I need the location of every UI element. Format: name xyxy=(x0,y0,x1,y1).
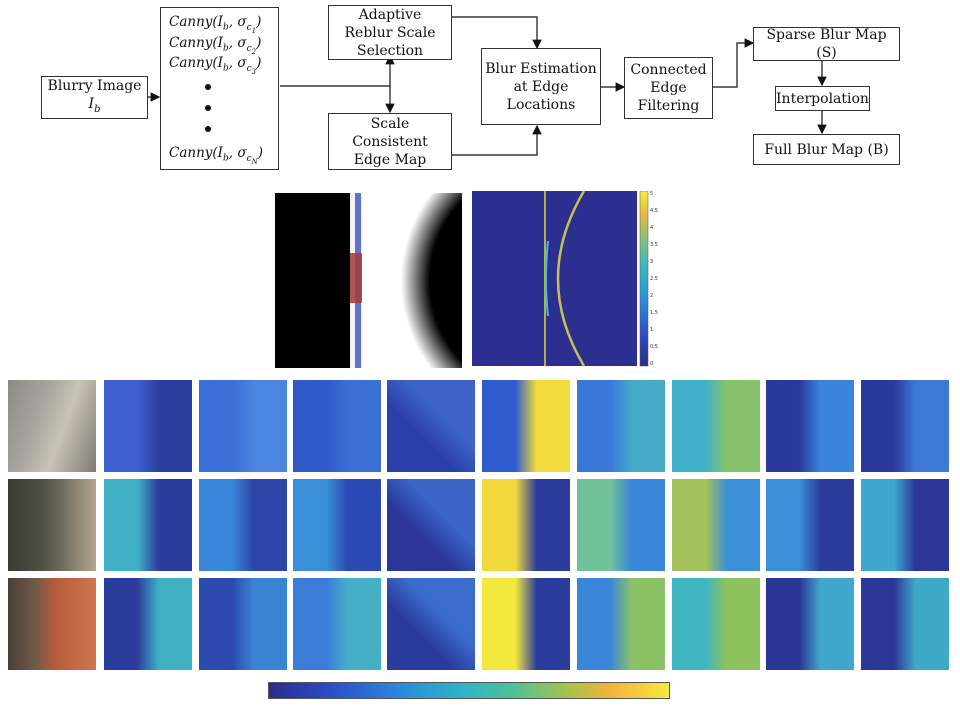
ivy-on-stone-photo xyxy=(8,380,96,472)
mini-colorbar-tick: 1.5 xyxy=(650,310,658,316)
mini-colorbar-tick: 1 xyxy=(650,327,653,333)
blur-estimation-box: Blur Estimation at Edge Locations xyxy=(481,48,601,125)
blurry-image-symbol: Ib xyxy=(88,95,101,115)
blur-map-tile xyxy=(766,380,854,472)
mini-colorbar xyxy=(639,191,649,367)
blur-map-tile xyxy=(104,578,192,670)
blur-map-tile xyxy=(482,380,570,472)
interpolation-box: Interpolation xyxy=(775,86,870,111)
mini-colorbar-tick: 3.5 xyxy=(650,242,658,248)
blur-map-tile xyxy=(577,380,665,472)
blur-map-tile xyxy=(672,479,760,571)
blur-map-tile xyxy=(577,479,665,571)
sparse-blur-map-box: Sparse Blur Map (S) xyxy=(753,27,900,61)
canny-line-3: Canny(Ib, σc3) xyxy=(169,55,262,76)
blur-map-tile xyxy=(104,380,192,472)
ellipsis-dot xyxy=(205,126,211,132)
blur-map-tile xyxy=(293,380,381,472)
adaptive-reblur-box: Adaptive Reblur Scale Selection xyxy=(328,5,452,60)
connected-edge-box: Connected Edge Filtering xyxy=(624,57,713,119)
mini-colorbar-tick: 0.5 xyxy=(650,344,658,350)
blur-map-tile xyxy=(199,578,287,670)
canny-line-1: Canny(Ib, σc1) xyxy=(169,14,262,35)
blurry-image-box: Blurry Image Ib xyxy=(41,76,148,119)
blur-map-tile xyxy=(766,479,854,571)
blur-map-tile xyxy=(482,479,570,571)
sparse-blur-map-label: Sparse Blur Map (S) xyxy=(766,27,887,61)
mini-colorbar-tick: 0 xyxy=(650,361,653,367)
blur-map-tile xyxy=(387,578,475,670)
full-blur-map-box: Full Blur Map (B) xyxy=(753,134,900,165)
blur-map-tile xyxy=(672,578,760,670)
canny-line-2: Canny(Ib, σc2) xyxy=(169,35,262,56)
connected-edge-label: Connected Edge Filtering xyxy=(630,62,707,114)
brick-wall-photo xyxy=(8,578,96,670)
blur-map-tile xyxy=(577,578,665,670)
adaptive-reblur-label: Adaptive Reblur Scale Selection xyxy=(344,6,436,59)
mini-colorbar-tick: 3 xyxy=(650,259,653,265)
blur-map-tile xyxy=(387,479,475,571)
blur-map-tile xyxy=(861,578,949,670)
scale-consistent-box: Scale Consistent Edge Map xyxy=(328,113,452,170)
canny-line-n: Canny(Ib, σcN) xyxy=(169,145,264,166)
tree-bark-photo xyxy=(8,479,96,571)
blurry-image-label: Blurry Image xyxy=(47,77,142,94)
blur-map-tile xyxy=(672,380,760,472)
blur-map-tile xyxy=(766,578,854,670)
synthetic-example-image xyxy=(275,193,462,368)
blur-map-tile xyxy=(482,578,570,670)
flowchart-connectors xyxy=(148,16,827,156)
ellipsis-dot xyxy=(205,84,211,90)
bottom-colorbar xyxy=(268,682,670,699)
blur-map-tile xyxy=(104,479,192,571)
mini-colorbar-tick: 5 xyxy=(650,191,653,197)
blur-estimation-label: Blur Estimation at Edge Locations xyxy=(485,60,597,113)
interpolation-label: Interpolation xyxy=(776,90,869,107)
blur-map-tile xyxy=(293,578,381,670)
synthetic-blur-map: 5 4.5 4 3.5 3 2.5 2 1.5 1 0.5 0 xyxy=(472,191,658,367)
ellipsis-dot xyxy=(205,105,211,111)
blur-map-tile xyxy=(199,380,287,472)
blur-map-tile xyxy=(199,479,287,571)
canny-box: Canny(Ib, σc1) Canny(Ib, σc2) Canny(Ib, … xyxy=(160,7,279,170)
blur-map-tile xyxy=(861,479,949,571)
blur-map-tile xyxy=(861,380,949,472)
mini-colorbar-tick: 2 xyxy=(650,293,653,299)
scale-consistent-label: Scale Consistent Edge Map xyxy=(352,115,428,168)
blur-map-tile xyxy=(293,479,381,571)
mini-colorbar-tick: 2.5 xyxy=(650,276,658,282)
mini-colorbar-tick: 4.5 xyxy=(650,208,658,214)
blur-map-tile xyxy=(387,380,475,472)
full-blur-map-label: Full Blur Map (B) xyxy=(764,141,889,158)
mini-colorbar-tick: 4 xyxy=(650,225,653,231)
